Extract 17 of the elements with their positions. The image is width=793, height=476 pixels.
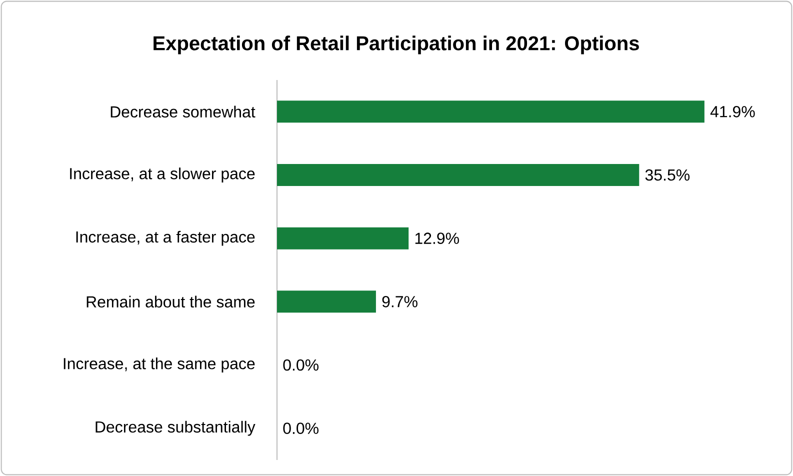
- chart-title: Expectation of Retail Participation in 2021: Options: [154, 36, 639, 54]
- bar: [277, 164, 640, 186]
- data-label: 0.0%: [283, 422, 318, 434]
- y-tick-label: Increase, at a slower pace: [70, 168, 255, 182]
- bar: [277, 100, 704, 123]
- y-tick-label: Increase, at a faster pace: [76, 230, 255, 246]
- y-tick-label: Decrease substantially: [96, 420, 256, 436]
- bar: [277, 290, 376, 313]
- y-tick-label: Decrease somewhat: [110, 106, 256, 118]
- y-tick-label: Remain about the same: [86, 296, 255, 308]
- data-label: 12.9%: [415, 232, 459, 244]
- y-tick-label: Increase, at the same pace: [64, 358, 255, 372]
- data-label: 0.0%: [283, 359, 318, 371]
- data-label: 35.5%: [645, 169, 690, 181]
- data-label: 9.7%: [382, 296, 418, 308]
- bar: [277, 227, 409, 250]
- data-label: 41.9%: [710, 106, 755, 118]
